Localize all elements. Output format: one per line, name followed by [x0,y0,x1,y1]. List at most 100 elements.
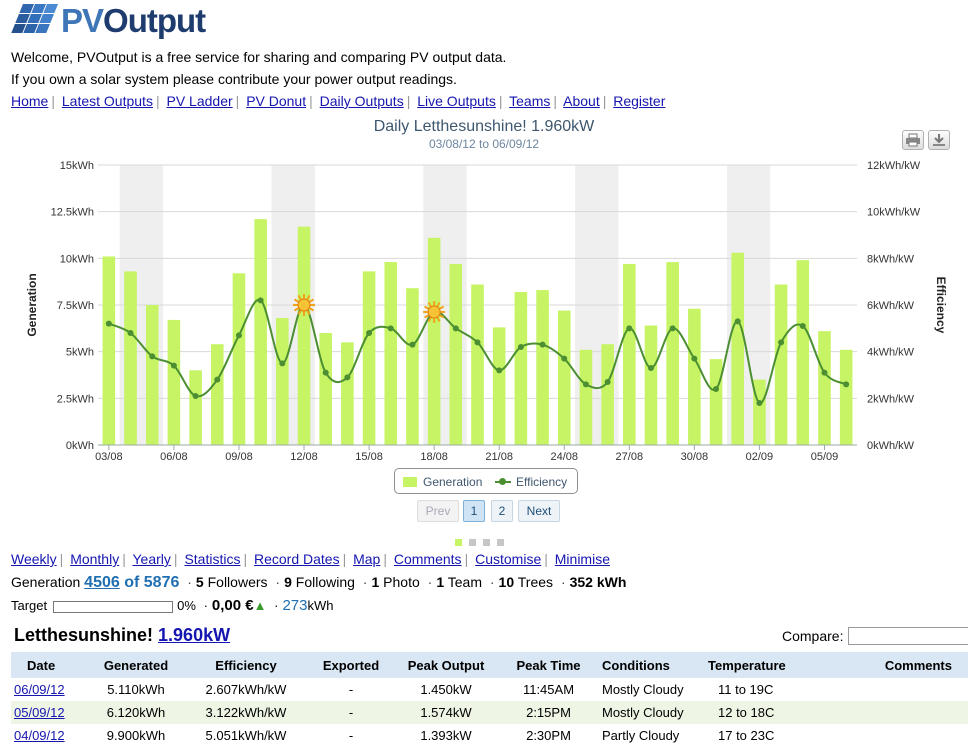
system-size-link[interactable]: 1.960kW [158,625,231,645]
y-tick-label: 0kWh [66,440,94,452]
y2-axis-title: Efficiency [934,277,948,334]
target-progress-bar [53,600,174,613]
col-peak-output[interactable]: Peak Output [391,652,501,678]
col-exported[interactable]: Exported [311,652,391,678]
col-efficiency[interactable]: Efficiency [181,652,311,678]
bar-03/08 [102,256,116,445]
nav-live-outputs[interactable]: Live Outputs [417,93,496,109]
link-record-dates[interactable]: Record Dates [253,551,340,567]
export-chart-button[interactable] [928,130,950,150]
target-row: Target 0% · 0,00 €▲ · 273kWh [11,597,334,614]
efficiency-point [669,325,676,332]
y2-tick-label: 4kWh/kW [867,347,915,359]
y-tick-label: 15kWh [60,160,94,172]
nav-about[interactable]: About [563,93,600,109]
efficiency-point [647,365,654,371]
col-date[interactable]: Date [11,652,91,678]
followers-label[interactable]: Followers [207,574,268,590]
nav-pv-ladder[interactable]: PV Ladder [166,93,233,109]
bar-04/09 [796,260,810,445]
following-label[interactable]: Following [295,574,355,590]
nav-latest-outputs[interactable]: Latest Outputs [61,93,153,109]
efficiency-point [366,330,373,336]
efficiency-point [734,318,741,325]
generation-total: of 5876 [124,574,180,591]
link-comments[interactable]: Comments [393,551,462,567]
row-date-link[interactable]: 05/09/12 [14,705,65,720]
efficiency-point [756,400,763,406]
nav-daily-outputs[interactable]: Daily Outputs [319,93,404,109]
bar-06/08 [167,319,181,445]
page-2-button[interactable]: 2 [491,500,513,522]
link-yearly[interactable]: Yearly [132,551,171,567]
link-map[interactable]: Map [353,551,381,567]
efficiency-point [517,344,524,350]
print-chart-button[interactable] [902,130,924,150]
next-page-button[interactable]: Next [518,500,560,522]
legend-efficiency[interactable]: Efficiency [516,475,568,489]
link-minimise[interactable]: Minimise [554,551,610,567]
bar-24/08 [557,310,571,445]
generation-rank-link[interactable]: 4506 [84,574,120,591]
photo-label[interactable]: Photo [383,574,420,590]
daily-output-table: Date Generated Efficiency Exported Peak … [11,652,968,747]
row-date-link[interactable]: 06/09/12 [14,682,65,697]
col-generated[interactable]: Generated [91,652,181,678]
col-comments[interactable]: Comments [808,652,968,678]
row-conditions: Partly Cloudy [602,728,680,743]
row-date-link[interactable]: 04/09/12 [14,728,65,743]
efficiency-point [387,325,394,332]
x-tick-label: 03/08 [95,451,123,463]
efficiency-point [170,362,177,369]
col-temperature[interactable]: Temperature [702,652,808,678]
row-peak-output: 1.450kW [420,682,472,697]
bar-08/08 [210,344,224,445]
team-count: 1 [436,574,445,590]
nav-teams[interactable]: Teams [509,93,551,109]
link-statistics[interactable]: Statistics [184,551,241,567]
carousel-dot[interactable] [469,539,476,546]
bar-18/08 [427,237,441,445]
efficiency-point [821,369,828,376]
link-customise[interactable]: Customise [475,551,542,567]
col-peak-time[interactable]: Peak Time [501,652,596,678]
efficiency-point [279,360,286,367]
carousel-dot[interactable] [497,539,504,546]
nav-pv-donut[interactable]: PV Donut [246,93,307,109]
row-generated: 9.900kWh [106,728,166,743]
page-1-button[interactable]: 1 [463,500,485,522]
col-conditions[interactable]: Conditions [596,652,702,678]
compare-input[interactable] [848,627,968,645]
y-tick-label: 7.5kWh [57,300,94,312]
legend-generation-swatch[interactable] [403,477,417,487]
legend-generation[interactable]: Generation [423,475,483,489]
generation-chart: Daily Letthesunshine! 1.960kW 03/08/12 t… [0,112,968,552]
target-label: Target [11,598,48,613]
y2-tick-label: 2kWh/kW [867,393,915,405]
link-weekly[interactable]: Weekly [11,551,57,567]
x-tick-label: 30/08 [681,451,709,463]
table-row: 06/09/12 5.110kWh 2.607kWh/kW - 1.450kW … [11,678,968,701]
row-temperature: 17 to 23C [718,728,775,743]
y-tick-label: 10kWh [60,253,94,265]
target-unit: kWh [307,598,334,613]
carousel-dot[interactable] [455,539,462,546]
row-generated: 6.120kWh [91,701,181,724]
bar-05/08 [145,305,159,445]
nav-home[interactable]: Home [11,93,49,109]
nav-register[interactable]: Register [613,93,666,109]
y2-tick-label: 8kWh/kW [867,253,915,265]
y-tick-label: 2.5kWh [57,393,94,405]
carousel-dot[interactable] [483,539,490,546]
pvoutput-logo[interactable]: PVOutput [11,2,216,40]
team-label[interactable]: Team [447,574,482,590]
efficiency-point [409,341,416,348]
download-icon [933,134,945,146]
following-count: 9 [284,574,292,590]
link-monthly[interactable]: Monthly [70,551,120,567]
contribute-text: If you own a solar system please contrib… [11,71,457,87]
system-name: Letthesunshine! [14,625,154,645]
bar-19/08 [449,263,463,445]
table-row: 05/09/12 6.120kWh 3.122kWh/kW - 1.574kW … [11,701,968,724]
prev-page-button[interactable]: Prev [417,500,459,522]
